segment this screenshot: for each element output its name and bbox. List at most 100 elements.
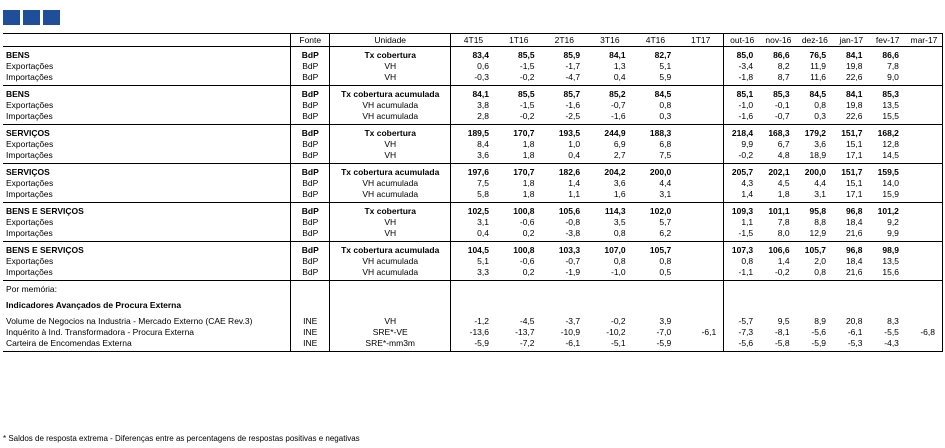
table-row: Exportações BdP VH 0,6 -1,5 -1,7 1,3 5,1 -3,4 8,2… (3, 61, 943, 72)
value-cell: 9,5 (777, 316, 790, 326)
value-cell: -6,8 (905, 327, 943, 338)
value-cell: -0,6 (519, 256, 535, 266)
source-cell: BdP (290, 241, 330, 256)
value-cell: 151,7 (841, 167, 863, 177)
value-cell: 22,6 (833, 72, 870, 86)
row-label: Por memória: (6, 284, 58, 294)
value-cell: 102,0 (649, 206, 672, 216)
value-cell: 200,0 (649, 167, 672, 177)
source-cell: INE (290, 327, 330, 338)
value-cell: 7,5 (449, 178, 496, 189)
table-row: Importações BdP VH -0,3 -0,2 -4,7 0,4 5,9 -1,8 8,… (3, 72, 943, 86)
value-cell: 101,1 (768, 206, 790, 216)
value-cell (905, 228, 943, 242)
value-cell: 1,8 (522, 178, 535, 188)
unit-cell: VH acumulada (329, 189, 451, 203)
value-cell: 5,9 (632, 72, 679, 86)
row-label: Importações (3, 72, 291, 86)
value-cell: 179,2 (804, 128, 827, 138)
column-header: jan-17 (833, 33, 870, 47)
value-cell: 0,8 (587, 228, 633, 242)
value-cell: -0,1 (774, 100, 790, 110)
value-cell (449, 300, 496, 311)
table-row: Exportações BdP VH 8,4 1,8 1,0 6,9 6,8 9,9 6,7 3,6… (3, 139, 943, 150)
value-cell: 6,7 (777, 139, 790, 149)
value-cell (678, 178, 724, 189)
value-cell: -5,3 (833, 338, 870, 352)
table-row: Importações BdP VH 0,4 0,2 -3,8 0,8 6,2 -1,5 8,0 1… (3, 228, 943, 242)
source-cell: BdP (290, 100, 330, 111)
value-cell: 4,3 (723, 178, 761, 189)
value-cell: 1,8 (522, 139, 535, 149)
value-cell: 100,8 (513, 206, 535, 216)
value-cell: 13,5 (882, 256, 899, 266)
value-cell (905, 189, 943, 203)
unit-cell: VH acumulada (329, 100, 451, 111)
source-cell: INE (290, 316, 330, 327)
value-cell: 84,5 (654, 89, 672, 99)
value-cell: -1,2 (449, 316, 496, 327)
value-cell (905, 178, 943, 189)
value-cell: -5,9 (632, 338, 679, 352)
value-cell: 1,3 (613, 61, 626, 71)
source-cell: BdP (290, 228, 330, 242)
value-cell: 3,6 (613, 178, 626, 188)
value-cell: 1,1 (541, 189, 588, 203)
value-cell (678, 111, 724, 125)
unit-cell: SRE*-mm3m (329, 338, 451, 352)
value-cell: 3,3 (449, 267, 496, 281)
value-cell: 15,1 (845, 178, 863, 188)
source-cell: BdP (290, 139, 330, 150)
table-row: Importações BdP VH 3,6 1,8 0,4 2,7 7,5 -0,2 4,8 18… (3, 150, 943, 164)
unit-cell: VH (329, 150, 451, 164)
value-cell: 12,8 (882, 139, 899, 149)
column-header: fev-17 (869, 33, 906, 47)
value-cell: -1,9 (541, 267, 588, 281)
value-cell: -5,5 (884, 327, 899, 337)
value-cell: 84,1 (845, 50, 863, 60)
value-cell (797, 300, 833, 311)
spacer-cell (329, 311, 451, 316)
value-cell: -0,7 (565, 256, 581, 266)
unit-cell: VH acumulada (329, 111, 451, 125)
unit-cell: Tx cobertura acumulada (329, 241, 451, 256)
value-cell: 84,1 (845, 89, 863, 99)
value-cell: 7,8 (777, 217, 790, 227)
value-cell: 1,8 (496, 189, 542, 203)
value-cell (678, 242, 724, 257)
value-cell: 0,8 (814, 100, 827, 110)
value-cell: 85,7 (563, 89, 581, 99)
value-cell: 17,1 (833, 150, 870, 164)
value-cell (905, 338, 943, 352)
value-cell (678, 189, 724, 203)
value-cell: 2,0 (814, 256, 827, 266)
value-cell (678, 125, 724, 140)
value-cell: 18,4 (845, 256, 863, 266)
value-cell (678, 203, 724, 218)
value-cell: 105,7 (649, 245, 672, 255)
value-cell: 84,1 (609, 50, 626, 60)
value-cell (678, 164, 724, 179)
value-cell: 3,9 (659, 316, 672, 326)
value-cell: 85,5 (518, 50, 535, 60)
value-cell: 0,8 (659, 100, 672, 110)
value-cell: -1,6 (565, 100, 581, 110)
value-cell (678, 72, 724, 86)
value-cell: 105,6 (558, 206, 581, 216)
source-cell: BdP (290, 46, 330, 61)
source-cell: BdP (290, 124, 330, 139)
value-cell: -10,2 (606, 327, 626, 337)
value-cell: 8,8 (814, 217, 827, 227)
value-cell (905, 217, 943, 228)
spacer-cell (905, 295, 943, 300)
value-cell (905, 256, 943, 267)
value-cell: -6,1 (847, 327, 863, 337)
value-cell: 85,3 (773, 89, 790, 99)
value-cell (905, 267, 943, 281)
value-cell: 0,2 (496, 228, 542, 242)
value-cell (905, 280, 943, 295)
column-header: 1T17 (678, 33, 724, 47)
value-cell: 100,8 (513, 245, 535, 255)
value-cell: -0,2 (723, 150, 761, 164)
value-cell: 8,4 (449, 139, 496, 150)
